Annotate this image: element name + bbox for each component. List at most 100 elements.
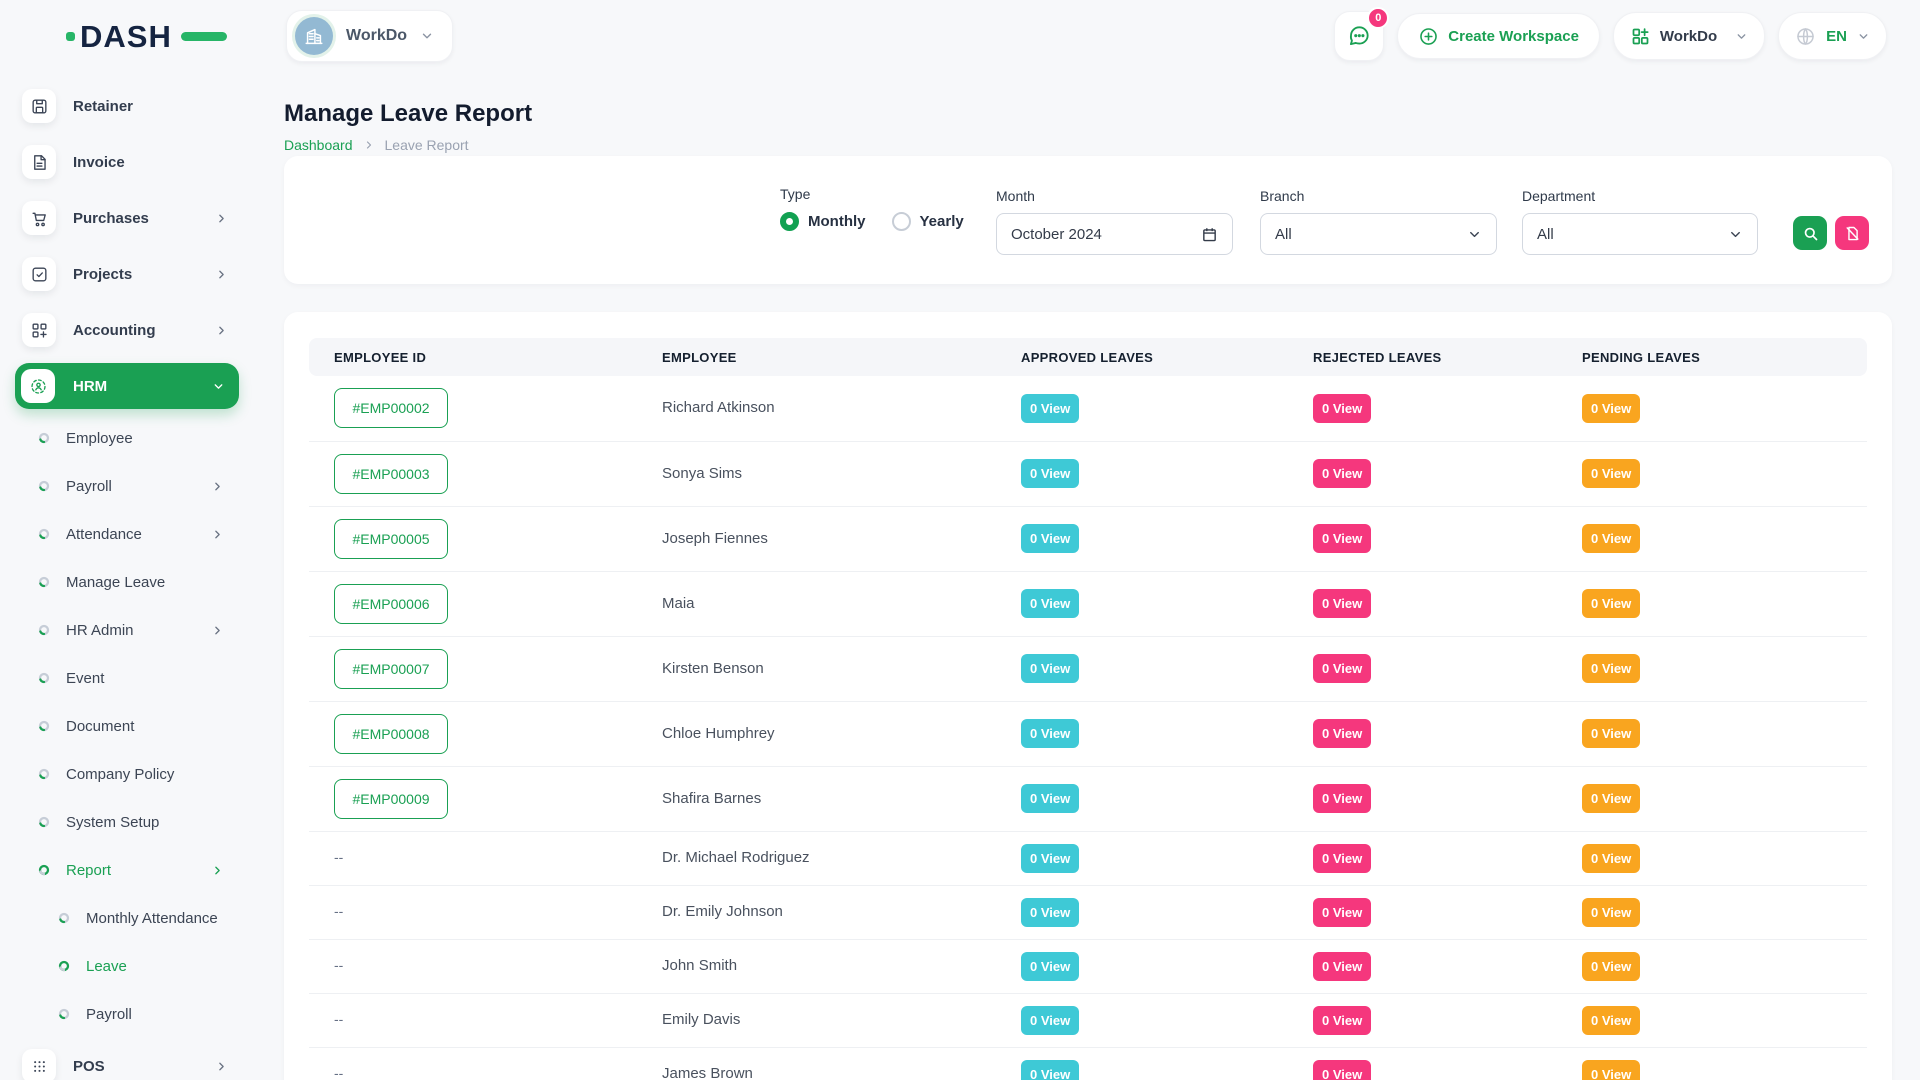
sidebar-item-employee[interactable]: Employee <box>0 414 248 462</box>
approved-leaves-cell: 0 View <box>996 636 1288 701</box>
sidebar-item-monthly-attendance[interactable]: Monthly Attendance <box>0 894 248 942</box>
approved-leaves-badge[interactable]: 0 View <box>1021 898 1079 927</box>
rejected-leaves-badge[interactable]: 0 View <box>1313 524 1371 553</box>
approved-leaves-badge[interactable]: 0 View <box>1021 524 1079 553</box>
sidebar-item-manage-leave[interactable]: Manage Leave <box>0 558 248 606</box>
employee-name: Sonya Sims <box>662 465 742 482</box>
pending-leaves-badge[interactable]: 0 View <box>1582 784 1640 813</box>
approved-leaves-badge[interactable]: 0 View <box>1021 784 1079 813</box>
approved-leaves-badge[interactable]: 0 View <box>1021 1060 1079 1080</box>
sidebar-item-projects[interactable]: Projects <box>0 246 248 302</box>
table-row: --James Brown0 View0 View0 View <box>309 1047 1867 1080</box>
rejected-leaves-badge[interactable]: 0 View <box>1313 898 1371 927</box>
month-input[interactable]: October 2024 <box>996 213 1233 255</box>
messages-button[interactable]: 0 <box>1334 11 1384 61</box>
rejected-leaves-badge[interactable]: 0 View <box>1313 1006 1371 1035</box>
sidebar-item-payroll[interactable]: Payroll <box>0 462 248 510</box>
sidebar-item-label: Company Policy <box>66 766 174 783</box>
radio-yearly[interactable]: Yearly <box>892 212 964 231</box>
language-selector[interactable]: EN <box>1778 12 1887 60</box>
department-select[interactable]: All <box>1522 213 1758 255</box>
approved-leaves-badge[interactable]: 0 View <box>1021 844 1079 873</box>
approved-leaves-badge[interactable]: 0 View <box>1021 719 1079 748</box>
sidebar-item-label: Invoice <box>73 154 125 171</box>
approved-leaves-badge[interactable]: 0 View <box>1021 589 1079 618</box>
sidebar-item-company-policy[interactable]: Company Policy <box>0 750 248 798</box>
pending-leaves-badge[interactable]: 0 View <box>1582 952 1640 981</box>
rejected-leaves-badge[interactable]: 0 View <box>1313 784 1371 813</box>
sidebar-item-leave[interactable]: Leave <box>0 942 248 990</box>
rejected-leaves-badge[interactable]: 0 View <box>1313 654 1371 683</box>
pending-leaves-cell: 0 View <box>1557 1047 1867 1080</box>
pending-leaves-badge[interactable]: 0 View <box>1582 1060 1640 1080</box>
approved-leaves-cell: 0 View <box>996 441 1288 506</box>
reset-button[interactable] <box>1835 216 1869 250</box>
employee-id-button[interactable]: #EMP00006 <box>334 584 448 624</box>
pending-leaves-badge[interactable]: 0 View <box>1582 524 1640 553</box>
sidebar-item-invoice[interactable]: Invoice <box>0 134 248 190</box>
branch-select[interactable]: All <box>1260 213 1497 255</box>
approved-leaves-badge[interactable]: 0 View <box>1021 394 1079 423</box>
approved-leaves-badge[interactable]: 0 View <box>1021 654 1079 683</box>
workspace-selector[interactable]: WorkDo <box>286 10 453 62</box>
employee-id-cell: #EMP00007 <box>309 636 637 701</box>
sidebar-item-retainer[interactable]: Retainer <box>0 78 248 134</box>
rejected-leaves-badge[interactable]: 0 View <box>1313 952 1371 981</box>
sidebar-item-purchases[interactable]: Purchases <box>0 190 248 246</box>
sidebar-item-pos[interactable]: POS <box>0 1038 248 1080</box>
rejected-leaves-badge[interactable]: 0 View <box>1313 844 1371 873</box>
approved-leaves-badge[interactable]: 0 View <box>1021 952 1079 981</box>
building-icon <box>295 17 333 55</box>
app-logo[interactable]: DASH <box>66 21 227 52</box>
create-workspace-button[interactable]: Create Workspace <box>1397 13 1600 59</box>
employee-id-button[interactable]: #EMP00005 <box>334 519 448 559</box>
rejected-leaves-badge[interactable]: 0 View <box>1313 719 1371 748</box>
pending-leaves-badge[interactable]: 0 View <box>1582 844 1640 873</box>
employee-id-button[interactable]: #EMP00007 <box>334 649 448 689</box>
pending-leaves-badge[interactable]: 0 View <box>1582 589 1640 618</box>
employee-id-button[interactable]: #EMP00008 <box>334 714 448 754</box>
pending-leaves-badge[interactable]: 0 View <box>1582 394 1640 423</box>
sidebar-item-event[interactable]: Event <box>0 654 248 702</box>
sidebar-item-accounting[interactable]: Accounting <box>0 302 248 358</box>
sidebar-item-system-setup[interactable]: System Setup <box>0 798 248 846</box>
branch-value: All <box>1275 226 1467 243</box>
table-row: #EMP00005 Joseph Fiennes 0 View 0 View 0 Vie… <box>309 506 1867 571</box>
app-switcher-button[interactable]: WorkDo <box>1613 12 1765 60</box>
chevron-down-icon <box>420 29 434 43</box>
rejected-leaves-badge[interactable]: 0 View <box>1313 589 1371 618</box>
employee-cell: Joseph Fiennes <box>637 506 996 571</box>
employee-id-button[interactable]: #EMP00009 <box>334 779 448 819</box>
pending-leaves-badge[interactable]: 0 View <box>1582 1006 1640 1035</box>
sidebar-item-report[interactable]: Report <box>0 846 248 894</box>
rejected-leaves-badge[interactable]: 0 View <box>1313 1060 1371 1080</box>
bullet-icon <box>38 672 50 684</box>
breadcrumb-dashboard-link[interactable]: Dashboard <box>284 137 353 153</box>
pending-leaves-badge[interactable]: 0 View <box>1582 719 1640 748</box>
chevron-down-icon <box>1728 227 1743 242</box>
cart-icon <box>22 201 56 235</box>
pending-leaves-cell: 0 View <box>1557 831 1867 885</box>
rejected-leaves-badge[interactable]: 0 View <box>1313 459 1371 488</box>
approved-leaves-badge[interactable]: 0 View <box>1021 1006 1079 1035</box>
sidebar-item-label: Leave <box>86 958 127 975</box>
radio-monthly[interactable]: Monthly <box>780 212 866 231</box>
employee-name: Chloe Humphrey <box>662 725 775 742</box>
table-row: #EMP00002Richard Atkinson0 View0 View0 V… <box>309 376 1867 441</box>
approved-leaves-cell: 0 View <box>996 831 1288 885</box>
employee-name: Joseph Fiennes <box>662 530 768 547</box>
search-button[interactable] <box>1793 216 1827 250</box>
pending-leaves-badge[interactable]: 0 View <box>1582 898 1640 927</box>
sidebar-item-hr-admin[interactable]: HR Admin <box>0 606 248 654</box>
sidebar-item-payroll[interactable]: Payroll <box>0 990 248 1038</box>
sidebar-item-hrm[interactable]: HRM <box>15 363 239 409</box>
employee-id-button[interactable]: #EMP00002 <box>334 388 448 428</box>
rejected-leaves-badge[interactable]: 0 View <box>1313 394 1371 423</box>
sidebar-item-document[interactable]: Document <box>0 702 248 750</box>
approved-leaves-badge[interactable]: 0 View <box>1021 459 1079 488</box>
sidebar-item-attendance[interactable]: Attendance <box>0 510 248 558</box>
pending-leaves-badge[interactable]: 0 View <box>1582 654 1640 683</box>
employee-id-button[interactable]: #EMP00003 <box>334 454 448 494</box>
pending-leaves-badge[interactable]: 0 View <box>1582 459 1640 488</box>
globe-icon <box>1795 26 1816 47</box>
